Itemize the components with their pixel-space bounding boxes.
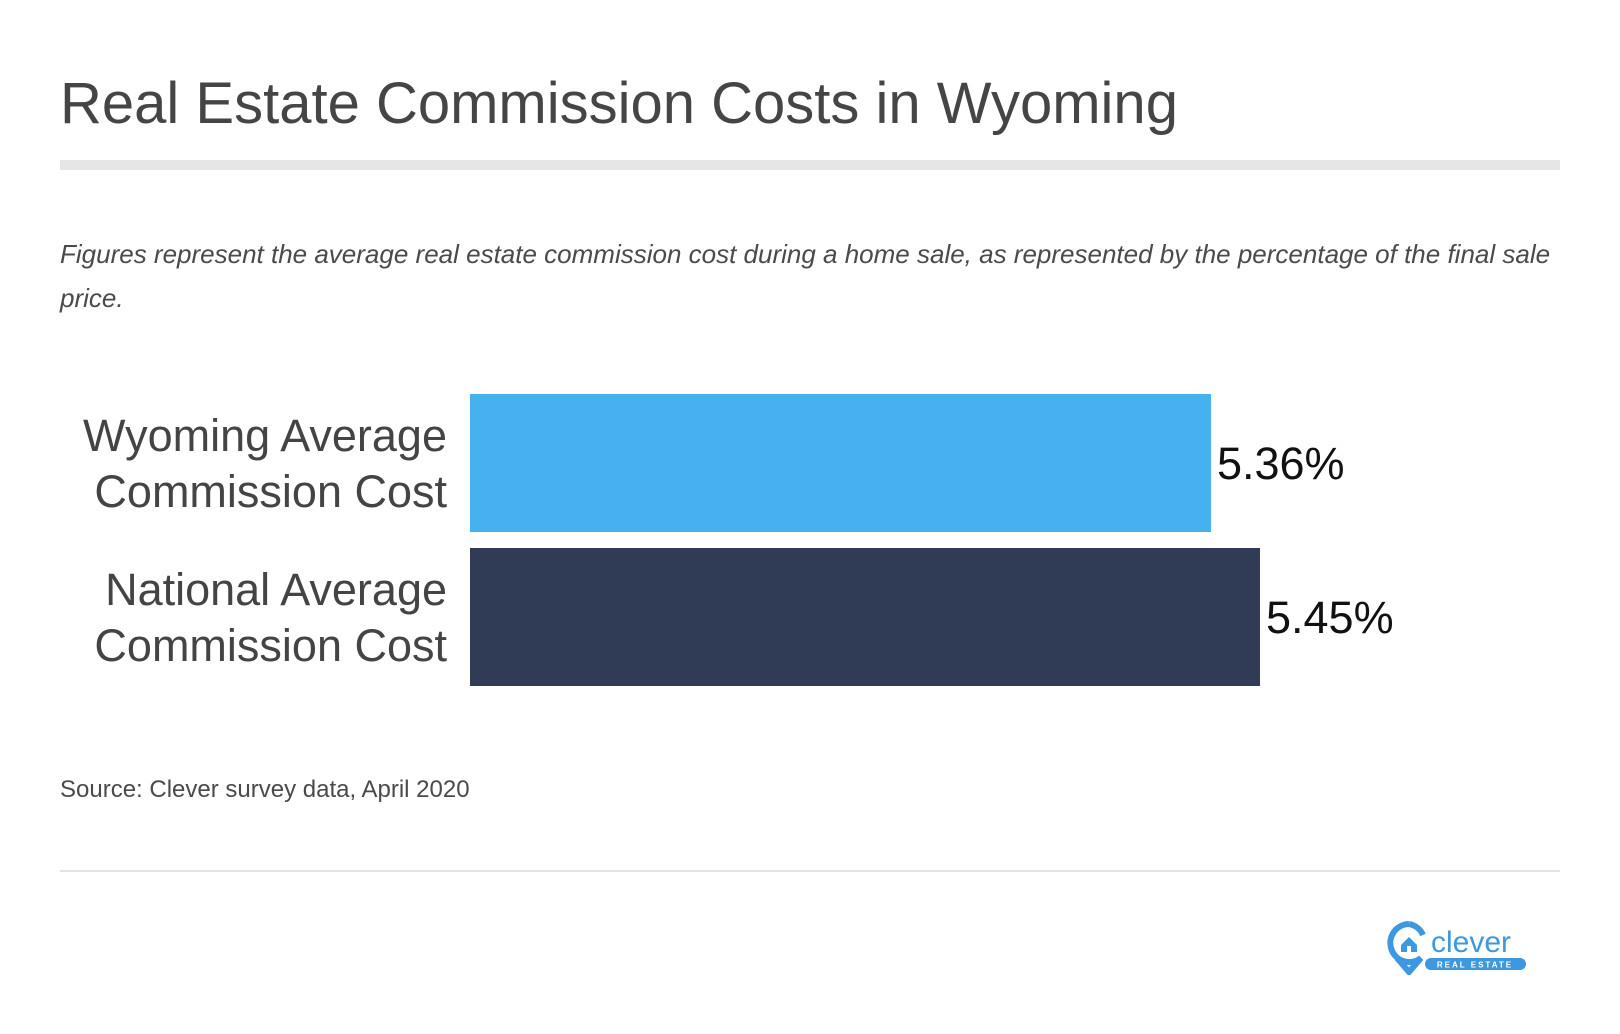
data-label-0: 5.36% (1217, 438, 1345, 489)
bar-0 (470, 394, 1211, 532)
category-label-0: Wyoming Average (83, 410, 447, 461)
title-divider (60, 160, 1560, 170)
source-note: Source: Clever survey data, April 2020 (60, 776, 470, 803)
chart-subtitle: Figures represent the average real estat… (60, 239, 1551, 313)
page-title: Real Estate Commission Costs in Wyoming (60, 71, 1178, 136)
footer-divider (60, 870, 1560, 872)
category-label-0: Commission Cost (94, 466, 447, 517)
category-label-1: National Average (105, 564, 447, 615)
clever-logo: clever REAL ESTATE (1387, 921, 1526, 975)
category-label-1: Commission Cost (94, 620, 447, 671)
location-pin-icon (1387, 921, 1426, 975)
data-label-1: 5.45% (1266, 592, 1394, 643)
bar-1 (470, 548, 1260, 686)
logo-text: clever (1431, 926, 1511, 959)
logo-subtext: REAL ESTATE (1437, 961, 1513, 970)
